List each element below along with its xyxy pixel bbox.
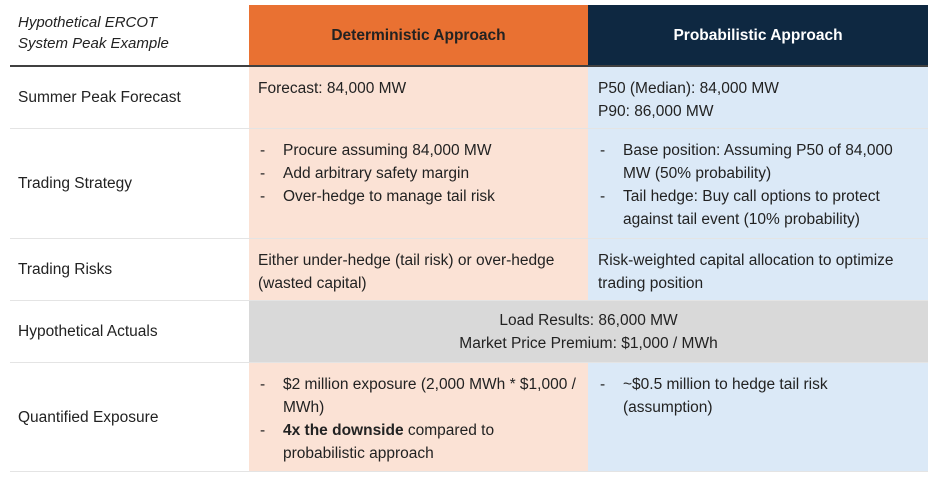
deterministic-header: Deterministic Approach [249, 5, 588, 65]
forecast-probabilistic-cell: P50 (Median): 84,000 MW P90: 86,000 MW [588, 67, 928, 128]
table-row: Trading Strategy Procure assuming 84,000… [10, 129, 928, 238]
list-item: Add arbitrary safety margin [258, 162, 580, 185]
list-item: Base position: Assuming P50 of 84,000 MW… [598, 139, 920, 185]
table-row: Summer Peak Forecast Forecast: 84,000 MW… [10, 67, 928, 128]
row-divider [10, 128, 928, 129]
row-label-actuals: Hypothetical Actuals [10, 301, 249, 362]
row-label-strategy: Trading Strategy [10, 129, 249, 238]
actuals-shared-cell: Load Results: 86,000 MW Market Price Pre… [249, 301, 928, 362]
row-label-forecast: Summer Peak Forecast [10, 67, 249, 128]
list-item: Tail hedge: Buy call options to protect … [598, 185, 920, 231]
corner-line-2: System Peak Example [18, 35, 169, 52]
market-price-premium: Market Price Premium: $1,000 / MWh [459, 334, 718, 352]
header-corner: Hypothetical ERCOT System Peak Example [10, 5, 249, 65]
strategy-deterministic-cell: Procure assuming 84,000 MW Add arbitrary… [249, 129, 588, 238]
downside-emphasis: 4x the downside [283, 422, 404, 439]
strategy-probabilistic-cell: Base position: Assuming P50 of 84,000 MW… [588, 129, 928, 238]
exposure-deterministic-list: $2 million exposure (2,000 MWh * $1,000 … [258, 373, 580, 465]
forecast-deterministic-cell: Forecast: 84,000 MW [249, 67, 588, 128]
risks-deterministic-cell: Either under-hedge (tail risk) or over-h… [249, 239, 588, 300]
list-item: ~$0.5 million to hedge tail risk (assump… [598, 373, 920, 419]
exposure-probabilistic-list: ~$0.5 million to hedge tail risk (assump… [598, 373, 920, 419]
strategy-deterministic-list: Procure assuming 84,000 MW Add arbitrary… [258, 139, 580, 208]
strategy-probabilistic-list: Base position: Assuming P50 of 84,000 MW… [598, 139, 920, 231]
table-row: Quantified Exposure $2 million exposure … [10, 363, 928, 471]
row-divider [10, 300, 928, 301]
row-divider [10, 362, 928, 363]
probabilistic-header: Probabilistic Approach [588, 5, 928, 65]
list-item: Over-hedge to manage tail risk [258, 185, 580, 208]
row-divider [10, 471, 928, 472]
row-divider [10, 238, 928, 239]
row-label-risks: Trading Risks [10, 239, 249, 300]
row-label-exposure: Quantified Exposure [10, 363, 249, 471]
corner-line-1: Hypothetical ERCOT [18, 14, 158, 31]
table-row: Hypothetical Actuals Load Results: 86,00… [10, 301, 928, 362]
probabilistic-header-label: Probabilistic Approach [673, 26, 843, 44]
list-item: Procure assuming 84,000 MW [258, 139, 580, 162]
risks-probabilistic-cell: Risk-weighted capital allocation to opti… [588, 239, 928, 300]
exposure-probabilistic-cell: ~$0.5 million to hedge tail risk (assump… [588, 363, 928, 471]
list-item: 4x the downside compared to probabilisti… [258, 419, 580, 465]
deterministic-header-label: Deterministic Approach [331, 26, 506, 44]
header-row: Hypothetical ERCOT System Peak Example D… [10, 5, 928, 65]
exposure-deterministic-cell: $2 million exposure (2,000 MWh * $1,000 … [249, 363, 588, 471]
table-row: Trading Risks Either under-hedge (tail r… [10, 239, 928, 300]
header-divider [10, 65, 928, 67]
list-item: $2 million exposure (2,000 MWh * $1,000 … [258, 373, 580, 419]
load-results: Load Results: 86,000 MW [499, 311, 678, 329]
